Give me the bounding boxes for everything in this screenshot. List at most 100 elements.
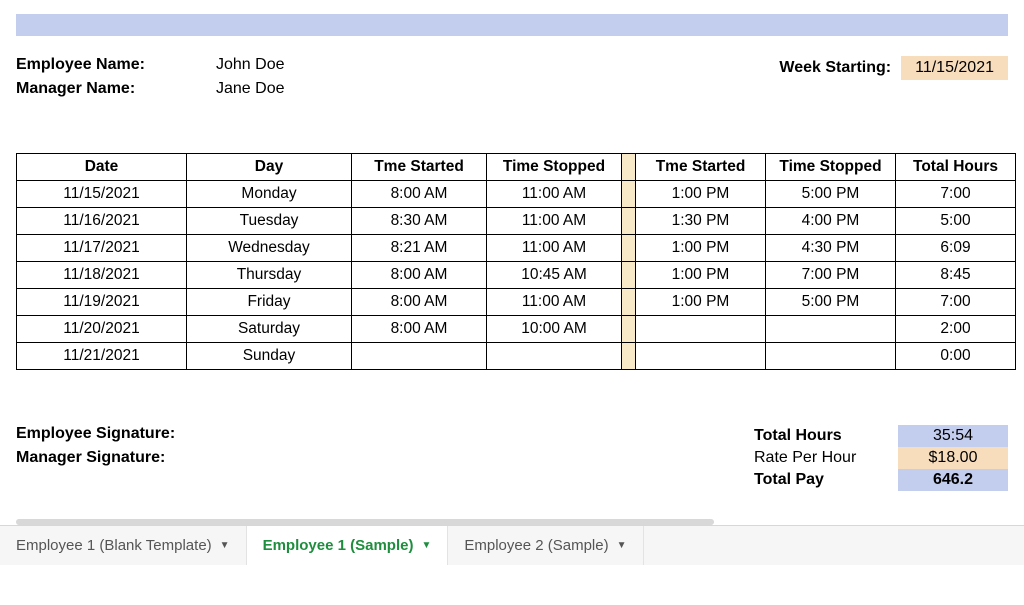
- employee-name-label: Employee Name:: [16, 56, 216, 74]
- cell-day[interactable]: Tuesday: [187, 208, 352, 235]
- cell-stop-1[interactable]: [487, 343, 622, 370]
- cell-stop-2[interactable]: 4:30 PM: [766, 235, 896, 262]
- sheet-tab-label: Employee 1 (Sample): [263, 537, 414, 554]
- rate-per-hour-value[interactable]: $18.00: [898, 447, 1008, 469]
- week-starting-label: Week Starting:: [779, 59, 891, 77]
- col-time-stopped-1: Time Stopped: [487, 154, 622, 181]
- totals-section: Total Hours 35:54 Rate Per Hour $18.00 T…: [748, 425, 1008, 491]
- cell-stop-1[interactable]: 11:00 AM: [487, 289, 622, 316]
- cell-date[interactable]: 11/21/2021: [17, 343, 187, 370]
- cell-divider: [622, 316, 636, 343]
- cell-stop-2[interactable]: 5:00 PM: [766, 181, 896, 208]
- horizontal-scrollbar[interactable]: [16, 519, 714, 525]
- col-total-hours: Total Hours: [896, 154, 1016, 181]
- cell-stop-2[interactable]: 5:00 PM: [766, 289, 896, 316]
- cell-divider: [622, 235, 636, 262]
- cell-day[interactable]: Saturday: [187, 316, 352, 343]
- chevron-down-icon[interactable]: ▼: [220, 540, 230, 551]
- cell-total[interactable]: 5:00: [896, 208, 1016, 235]
- rate-per-hour-label: Rate Per Hour: [748, 447, 898, 469]
- col-tme-started-1: Tme Started: [352, 154, 487, 181]
- total-hours-value: 35:54: [898, 425, 1008, 447]
- cell-start-2[interactable]: [636, 316, 766, 343]
- sheet-tab-label: Employee 1 (Blank Template): [16, 537, 212, 554]
- cell-total[interactable]: 0:00: [896, 343, 1016, 370]
- bottom-section: Employee Signature: Manager Signature: T…: [16, 425, 1008, 491]
- cell-stop-1[interactable]: 11:00 AM: [487, 181, 622, 208]
- cell-day[interactable]: Sunday: [187, 343, 352, 370]
- col-tme-started-2: Tme Started: [636, 154, 766, 181]
- cell-start-1[interactable]: 8:30 AM: [352, 208, 487, 235]
- cell-stop-1[interactable]: 11:00 AM: [487, 235, 622, 262]
- cell-date[interactable]: 11/15/2021: [17, 181, 187, 208]
- cell-day[interactable]: Monday: [187, 181, 352, 208]
- cell-divider: [622, 289, 636, 316]
- cell-start-1[interactable]: [352, 343, 487, 370]
- table-row: 11/20/2021Saturday8:00 AM10:00 AM 2:00: [17, 316, 1016, 343]
- cell-start-1[interactable]: 8:00 AM: [352, 289, 487, 316]
- cell-total[interactable]: 6:09: [896, 235, 1016, 262]
- cell-start-2[interactable]: 1:00 PM: [636, 181, 766, 208]
- cell-start-2[interactable]: 1:00 PM: [636, 289, 766, 316]
- cell-start-1[interactable]: 8:21 AM: [352, 235, 487, 262]
- meta-row: Employee Name: John Doe Manager Name: Ja…: [16, 56, 1008, 98]
- cell-stop-2[interactable]: [766, 316, 896, 343]
- cell-divider: [622, 181, 636, 208]
- total-pay-label: Total Pay: [748, 469, 898, 491]
- sheet-tab-label: Employee 2 (Sample): [464, 537, 608, 554]
- timesheet-page: Employee Name: John Doe Manager Name: Ja…: [0, 0, 1024, 491]
- cell-start-2[interactable]: [636, 343, 766, 370]
- cell-total[interactable]: 2:00: [896, 316, 1016, 343]
- cell-divider: [622, 208, 636, 235]
- cell-date[interactable]: 11/16/2021: [17, 208, 187, 235]
- cell-start-1[interactable]: 8:00 AM: [352, 262, 487, 289]
- cell-start-2[interactable]: 1:00 PM: [636, 262, 766, 289]
- table-row: 11/15/2021Monday8:00 AM11:00 AM 1:00 PM5:…: [17, 181, 1016, 208]
- meta-right: Week Starting: 11/15/2021: [779, 56, 1008, 80]
- employee-signature-label: Employee Signature:: [16, 425, 175, 443]
- cell-day[interactable]: Friday: [187, 289, 352, 316]
- cell-stop-2[interactable]: [766, 343, 896, 370]
- cell-stop-1[interactable]: 11:00 AM: [487, 208, 622, 235]
- cell-stop-1[interactable]: 10:45 AM: [487, 262, 622, 289]
- cell-start-1[interactable]: 8:00 AM: [352, 181, 487, 208]
- week-starting-value[interactable]: 11/15/2021: [901, 56, 1008, 80]
- col-date: Date: [17, 154, 187, 181]
- table-header-row: Date Day Tme Started Time Stopped Tme St…: [17, 154, 1016, 181]
- chevron-down-icon[interactable]: ▼: [617, 540, 627, 551]
- table-row: 11/17/2021Wednesday8:21 AM11:00 AM 1:00 P…: [17, 235, 1016, 262]
- cell-start-2[interactable]: 1:00 PM: [636, 235, 766, 262]
- cell-date[interactable]: 11/19/2021: [17, 289, 187, 316]
- total-hours-label: Total Hours: [748, 425, 898, 447]
- timesheet-table: Date Day Tme Started Time Stopped Tme St…: [16, 153, 1016, 370]
- scrollbar-thumb[interactable]: [16, 519, 714, 525]
- sheet-tabs: Employee 1 (Blank Template)▼Employee 1 (…: [0, 525, 1024, 565]
- table-row: 11/18/2021Thursday8:00 AM10:45 AM 1:00 PM…: [17, 262, 1016, 289]
- cell-total[interactable]: 7:00: [896, 181, 1016, 208]
- cell-start-2[interactable]: 1:30 PM: [636, 208, 766, 235]
- meta-left: Employee Name: John Doe Manager Name: Ja…: [16, 56, 476, 98]
- col-time-stopped-2: Time Stopped: [766, 154, 896, 181]
- employee-name-value: John Doe: [216, 56, 476, 74]
- cell-date[interactable]: 11/18/2021: [17, 262, 187, 289]
- cell-day[interactable]: Wednesday: [187, 235, 352, 262]
- cell-stop-2[interactable]: 4:00 PM: [766, 208, 896, 235]
- manager-signature-label: Manager Signature:: [16, 449, 175, 467]
- cell-stop-2[interactable]: 7:00 PM: [766, 262, 896, 289]
- cell-stop-1[interactable]: 10:00 AM: [487, 316, 622, 343]
- chevron-down-icon[interactable]: ▼: [421, 540, 431, 551]
- signature-section: Employee Signature: Manager Signature:: [16, 425, 175, 491]
- table-row: 11/19/2021Friday8:00 AM11:00 AM 1:00 PM5:…: [17, 289, 1016, 316]
- cell-divider: [622, 343, 636, 370]
- cell-total[interactable]: 8:45: [896, 262, 1016, 289]
- cell-date[interactable]: 11/17/2021: [17, 235, 187, 262]
- cell-day[interactable]: Thursday: [187, 262, 352, 289]
- table-row: 11/16/2021Tuesday8:30 AM11:00 AM 1:30 PM4…: [17, 208, 1016, 235]
- cell-total[interactable]: 7:00: [896, 289, 1016, 316]
- cell-date[interactable]: 11/20/2021: [17, 316, 187, 343]
- sheet-tab[interactable]: Employee 2 (Sample) ▼: [448, 526, 643, 565]
- header-bar: [16, 14, 1008, 36]
- sheet-tab[interactable]: Employee 1 (Sample) ▼: [247, 526, 449, 565]
- sheet-tab[interactable]: Employee 1 (Blank Template) ▼: [0, 526, 247, 565]
- cell-start-1[interactable]: 8:00 AM: [352, 316, 487, 343]
